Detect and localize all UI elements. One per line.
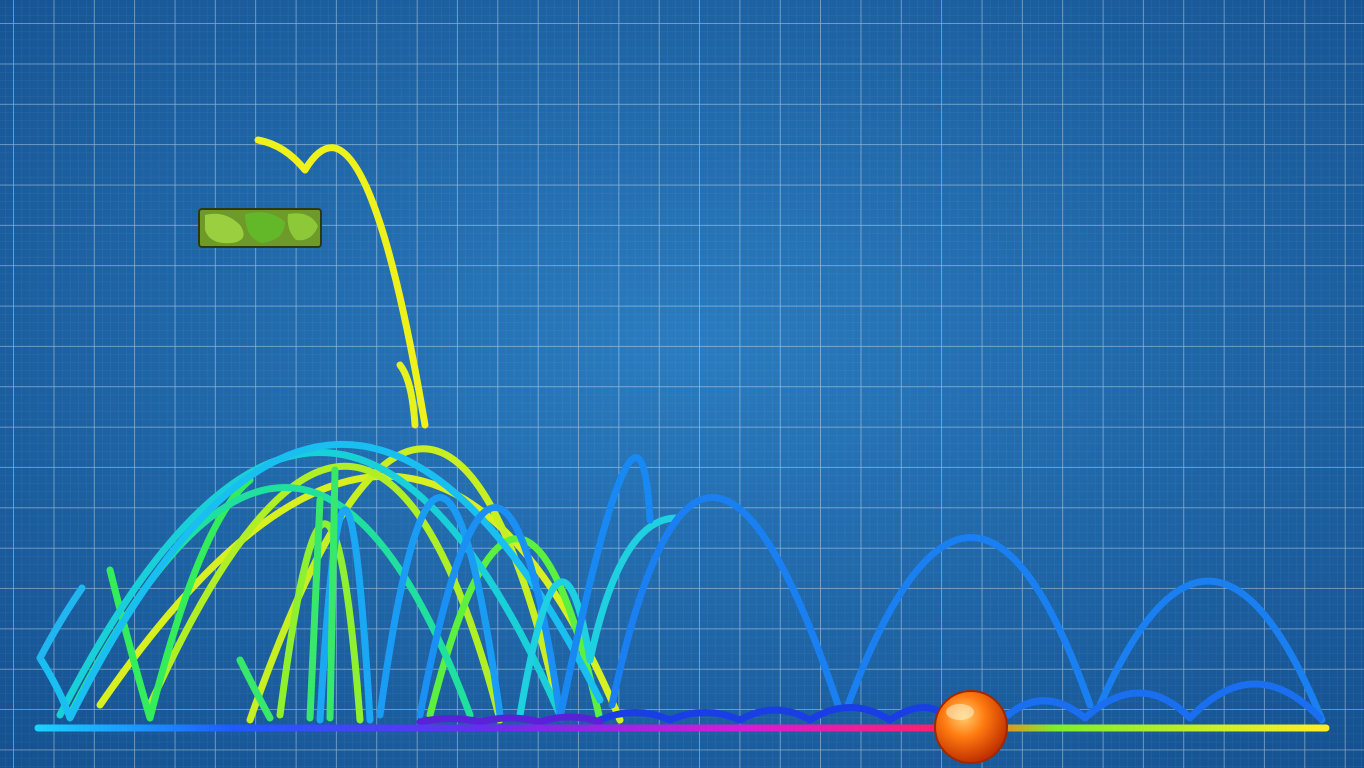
trail xyxy=(596,704,944,724)
trail xyxy=(236,466,339,722)
platform xyxy=(198,208,322,248)
trail xyxy=(146,462,504,724)
trails xyxy=(36,136,1326,726)
trail xyxy=(36,441,604,722)
trail xyxy=(36,584,86,662)
trail xyxy=(316,506,374,724)
trail xyxy=(254,136,429,429)
trail xyxy=(1004,680,1324,722)
trail xyxy=(608,494,842,709)
trail xyxy=(1096,577,1326,724)
trail xyxy=(376,494,504,719)
trail xyxy=(396,361,419,429)
trail xyxy=(276,520,364,724)
trail xyxy=(56,449,564,719)
trail xyxy=(556,454,654,722)
trail xyxy=(516,514,679,719)
trail xyxy=(844,534,1094,709)
ball[interactable] xyxy=(934,690,1008,764)
trail xyxy=(416,713,604,726)
